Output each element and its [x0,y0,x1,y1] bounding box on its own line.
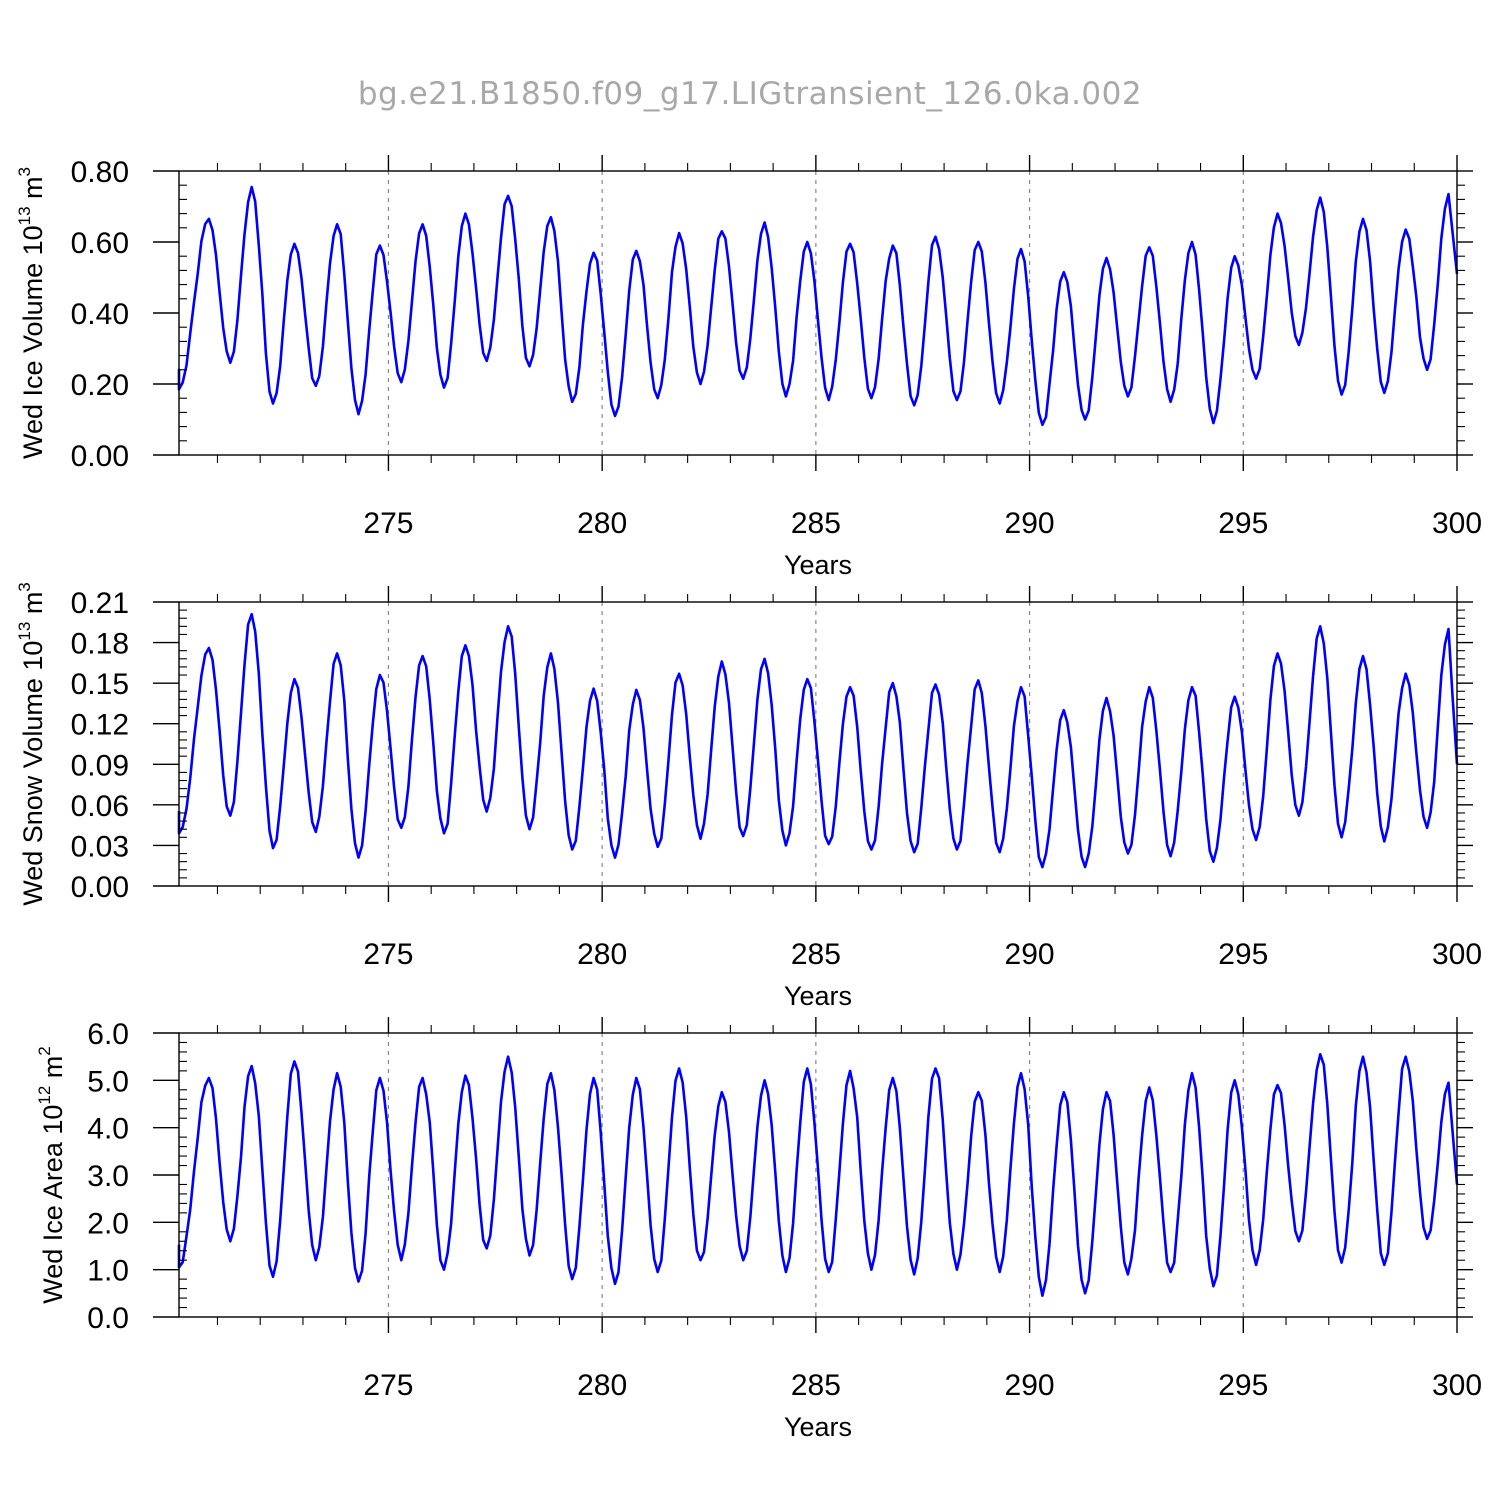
x-tick-label: 295 [1218,938,1268,971]
x-tick-label: 280 [577,938,627,971]
chart-panel-2: 275 280 285 290 295 300 0.00 0.03 0.06 0.09 0.12 0.… [15,582,1482,1011]
x-tick-label: 300 [1432,507,1482,540]
x-tick-label: 285 [791,1369,841,1402]
series-line [177,1053,1459,1297]
y-tick-label: 0.0 [87,1302,129,1335]
x-axis-label: Years [784,1412,852,1442]
y-tick-label: 0.06 [71,790,129,823]
x-tick-label: 295 [1218,507,1268,540]
y-tick-label: 0.60 [71,227,129,260]
x-tick-label: 280 [577,1369,627,1402]
x-tick-label: 295 [1218,1369,1268,1402]
x-tick-label: 290 [1005,1369,1055,1402]
x-tick-label: 285 [791,507,841,540]
x-tick-label: 275 [363,938,413,971]
y-tick-label: 1.0 [87,1255,129,1288]
y-tick-label: 0.03 [71,830,129,863]
y-tick-label: 3.0 [87,1160,129,1193]
y-tick-label: 0.09 [71,749,129,782]
x-axis-label: Years [784,550,852,580]
y-tick-label: 0.00 [71,871,129,904]
y-axis-label: Wed Snow Volume 1013 m3 [15,582,48,906]
figure-title: bg.e21.B1850.f09_g17.LIGtransient_126.0k… [357,76,1143,112]
y-tick-label: 4.0 [87,1113,129,1146]
x-tick-label: 300 [1432,938,1482,971]
x-tick-label: 285 [791,938,841,971]
y-tick-label: 0.00 [71,440,129,473]
plot-frame [178,601,1458,887]
y-axis-label: Wed Ice Volume 1013 m3 [15,167,48,459]
series-line [177,612,1459,869]
y-tick-label: 5.0 [87,1065,129,1098]
x-tick-label: 280 [577,507,627,540]
y-tick-label: 0.20 [71,369,129,402]
series-line [177,185,1459,427]
y-tick-label: 6.0 [87,1018,129,1051]
y-tick-label: 0.40 [71,298,129,331]
y-tick-label: 0.80 [71,156,129,189]
x-tick-label: 290 [1005,507,1055,540]
x-tick-label: 290 [1005,938,1055,971]
x-tick-label: 300 [1432,1369,1482,1402]
chart-panel-3: 275 280 285 290 295 300 0.0 1.0 2.0 3.0 4.0 5.0 6.0 Y… [35,1017,1482,1442]
y-tick-label: 0.21 [71,587,129,620]
y-tick-label: 0.12 [71,709,129,742]
y-tick-label: 0.15 [71,668,129,701]
y-axis-label: Wed Ice Area 1012 m2 [35,1046,68,1304]
chart-panel-1: 275 280 285 290 295 300 0.00 0.20 0.40 0.60 0.80 Ye… [15,155,1482,580]
y-tick-label: 2.0 [87,1207,129,1240]
x-tick-label: 275 [363,507,413,540]
x-axis-label: Years [784,981,852,1011]
y-tick-label: 0.18 [71,628,129,661]
x-tick-label: 275 [363,1369,413,1402]
